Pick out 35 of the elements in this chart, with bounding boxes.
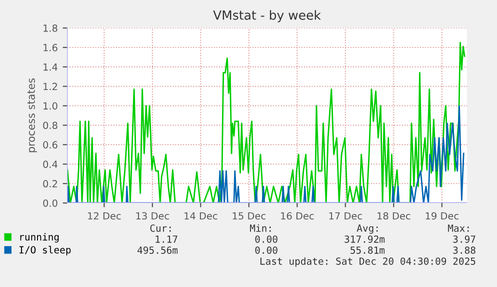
- text: 3.88: [453, 246, 476, 254]
- y-tick-label: 0.6: [43, 141, 58, 148]
- text: 0.00: [255, 246, 278, 254]
- text: Avg:: [356, 224, 378, 234]
- x-tick-label: 14 Dec: [184, 212, 218, 220]
- chart-title: VMstat - by week: [213, 10, 321, 22]
- text: 3.97: [453, 235, 476, 243]
- text: Last update: Sat Dec 20 04:30:09 2025: [260, 257, 476, 267]
- y-tick-label: 0.4: [43, 160, 58, 168]
- x-tick-label: 13 Dec: [136, 212, 169, 220]
- y-tick-label: 0.8: [43, 122, 58, 130]
- x-tick-label: 17 Dec: [329, 212, 362, 220]
- x-tick-label: 18 Dec: [378, 212, 410, 220]
- text: Max:: [448, 224, 469, 232]
- text: Cur:: [150, 224, 171, 232]
- text: Min:: [250, 224, 271, 232]
- text: 1.17: [156, 236, 178, 243]
- y-tick-label: 0.2: [43, 180, 57, 188]
- y-tick-label: 1.8: [44, 24, 58, 32]
- y-axis-title: process states: [27, 78, 37, 152]
- y-tick-label: 1.6: [44, 44, 58, 52]
- y-tick-label: 1.2: [44, 82, 57, 90]
- text: 317.92m: [344, 235, 385, 243]
- y-tick-label: 0.0: [43, 199, 58, 207]
- y-tick-label: 1.4: [44, 63, 58, 71]
- legend-label: I/O sleep: [20, 246, 71, 256]
- text: 0.00: [255, 235, 278, 243]
- text: 55.81m: [350, 246, 385, 254]
- x-tick-label: 16 Dec: [281, 212, 314, 220]
- x-tick-label: 15 Dec: [232, 212, 266, 220]
- y-tick-label: 1.0: [44, 102, 58, 110]
- x-tick-label: 19 Dec: [426, 212, 458, 220]
- x-tick-label: 12 Dec: [88, 212, 121, 220]
- legend-label: running: [20, 233, 59, 243]
- text: 495.56m: [138, 246, 178, 254]
